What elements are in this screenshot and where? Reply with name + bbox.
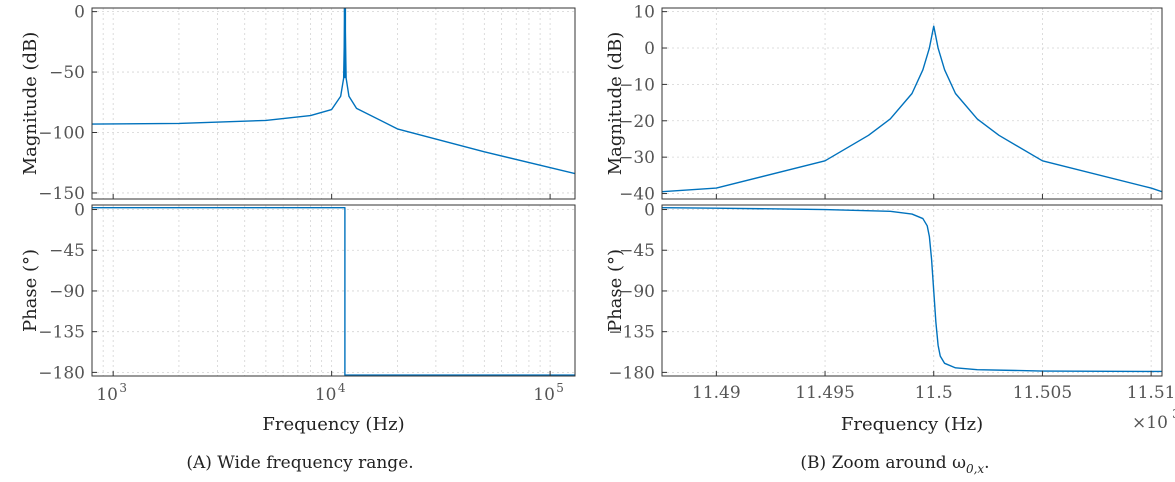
y-tick-label: −135 [608,323,655,343]
x-tick-label: 11.505 [1013,383,1072,403]
y-tick-label: 0 [74,201,85,221]
y-tick-label: −90 [619,282,655,302]
phase-frame [91,204,576,377]
x-tick-label: 10 [315,385,337,405]
magnitude-series-line-0 [92,8,575,175]
phase-series-line-0 [662,207,1162,373]
caption-main: (B) Zoom around ω [800,453,966,473]
x-axis-label-0: Frequency (Hz) [262,414,404,435]
x-tick-exponent: 4 [338,381,346,395]
x-tick-label: 11.5 [915,383,953,403]
magnitude-series-line-0 [662,25,1162,193]
y-tick-label: −10 [619,75,655,95]
x-tick-label: 11.51 [1127,383,1175,403]
y-tick-label: −180 [608,363,655,383]
caption-0: (A) Wide frequency range. [186,453,413,473]
y-tick-label: −20 [619,112,655,132]
y-tick-label: −135 [38,323,85,343]
x-multiplier-exponent: 3 [1172,407,1175,421]
x-tick-label: 11.495 [795,383,854,403]
caption-1: (B) Zoom around ω0,x. [800,453,989,476]
x-tick-label: 10 [96,385,118,405]
magnitude-axes-1: 10 0 −10 −20 −30 −40 Magnitude (dB) [605,3,1163,205]
y-tick-label: −90 [49,282,85,302]
y-tick-label: −40 [619,185,655,205]
magnitude-ylabel: Magnitude (dB) [20,32,41,176]
phase-ylabel: Phase (°) [20,249,41,332]
x-tick-label: 10 [533,385,555,405]
y-tick-label: 0 [644,201,655,221]
x-multiplier-label: ×10 [1132,413,1168,433]
y-tick-label: −45 [619,241,655,261]
y-tick-label: −50 [49,63,85,83]
phase-series-line-0 [92,207,575,376]
magnitude-frame [91,7,576,200]
y-tick-label: 0 [74,3,85,23]
y-tick-label: −100 [38,124,85,144]
y-tick-label: 0 [644,39,655,59]
y-tick-label: −30 [619,148,655,168]
caption-end: . [984,453,989,473]
phase-frame [661,204,1163,377]
y-tick-label: −180 [38,363,85,383]
phase-ylabel: Phase (°) [605,249,626,332]
caption-main: (A) Wide frequency range. [186,453,413,473]
magnitude-frame [661,7,1163,200]
magnitude-axes-0: 0 −50 −100 −150 Magnitude (dB) [20,3,576,204]
x-tick-label: 11.49 [692,383,741,403]
magnitude-ylabel: Magnitude (dB) [605,32,626,176]
x-tick-exponent: 5 [556,381,564,395]
y-tick-label: −150 [38,184,85,204]
caption-subscript: 0,x [966,462,984,476]
x-axis-label-1: Frequency (Hz) [841,414,983,435]
x-tick-exponent: 3 [119,381,127,395]
y-tick-label: −45 [49,241,85,261]
y-tick-label: 10 [633,3,655,23]
